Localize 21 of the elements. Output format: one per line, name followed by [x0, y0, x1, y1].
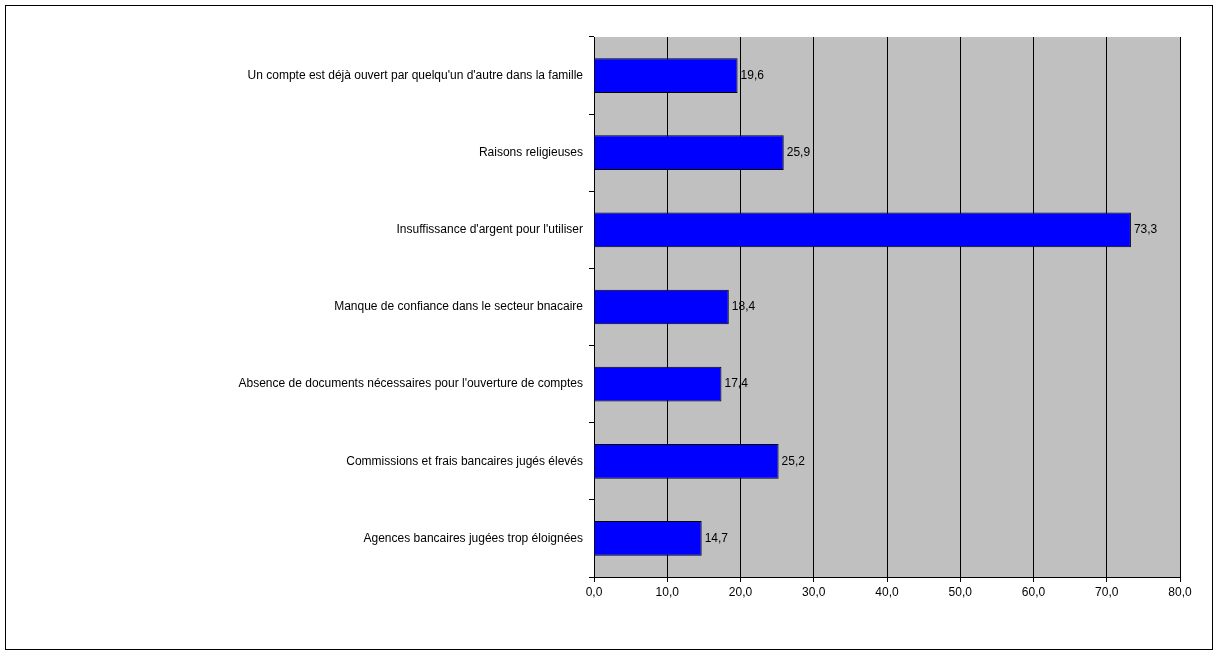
y-tick-label: Absence de documents nécessaires pour l'ouverture de comptes — [238, 376, 583, 391]
data-label: 73,3 — [1133, 222, 1158, 237]
data-label: 25,2 — [781, 453, 806, 468]
y-tick-label: Commissions et frais bancaires jugés élevés — [346, 453, 583, 468]
x-tick-label: 60,0 — [1021, 584, 1046, 599]
y-tick-label: Agences bancaires jugées trop éloignées — [363, 530, 583, 545]
x-tick-label: 0,0 — [585, 584, 603, 599]
data-label: 14,7 — [704, 530, 729, 545]
y-tick-label: Raisons religieuses — [478, 145, 583, 160]
x-tick-label: 30,0 — [802, 584, 826, 599]
x-tick-label: 20,0 — [728, 584, 753, 599]
data-label: 19,6 — [740, 67, 765, 82]
x-tick-label: 80,0 — [1168, 584, 1192, 599]
y-tick-label: Manque de confiance dans le secteur bnacaire — [334, 299, 584, 314]
x-tick-label: 40,0 — [875, 584, 899, 599]
x-tick-label: 50,0 — [948, 584, 973, 599]
y-tick-label: Insuffissance d'argent pour l'utiliser — [396, 222, 583, 237]
y-tick-label: Un compte est déjà ouvert par quelqu'un d'autre dans la famille — [247, 67, 584, 82]
data-label: 25,9 — [786, 145, 811, 160]
x-tick-label: 70,0 — [1095, 584, 1119, 599]
x-tick-label: 10,0 — [655, 584, 680, 599]
